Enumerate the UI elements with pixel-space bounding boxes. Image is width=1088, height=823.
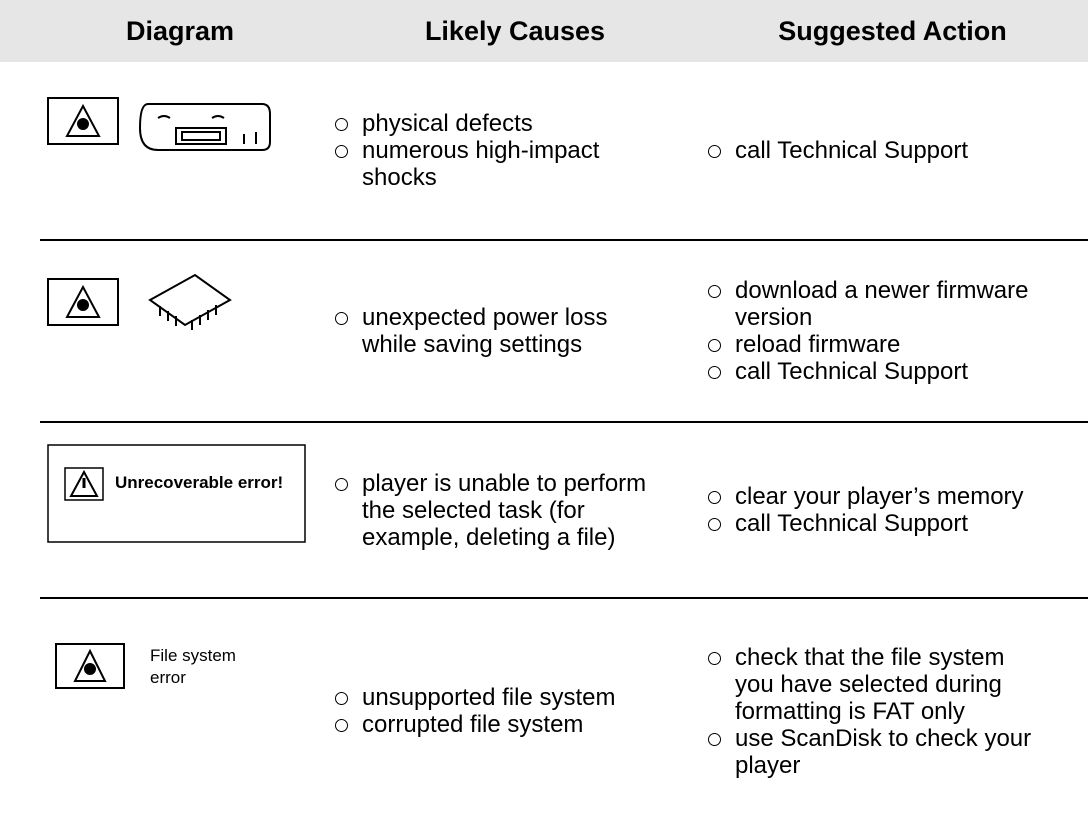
- causes-cell: unexpected power loss while saving setti…: [333, 241, 668, 421]
- action-item: clear your player’s memory: [706, 483, 1024, 510]
- error-screen: [47, 444, 306, 543]
- header-diagram: Diagram: [125, 16, 235, 46]
- actions-list: clear your player’s memory call Technical…: [706, 483, 1024, 537]
- action-item: use ScanDisk to check your player: [706, 725, 1036, 779]
- actions-list: call Technical Support: [706, 137, 968, 164]
- header-bar: [0, 0, 1088, 62]
- memory-chip: [148, 273, 232, 330]
- cause-item: numerous high-impact shocks: [333, 137, 608, 191]
- warning-icon: [47, 278, 119, 326]
- action-item: call Technical Support: [706, 137, 968, 164]
- actions-cell: check that the file system you have sele…: [706, 599, 1036, 823]
- action-item: check that the file system you have sele…: [706, 644, 1036, 725]
- actions-list: check that the file system you have sele…: [706, 644, 1036, 779]
- actions-cell: download a newer firmware version reload …: [706, 241, 1036, 421]
- cause-item: player is unable to perform the selected…: [333, 470, 668, 551]
- diagram-text: Unrecoverable error!: [115, 473, 284, 492]
- cause-item: corrupted file system: [333, 711, 615, 738]
- causes-cell: unsupported file system corrupted file sy…: [333, 599, 668, 823]
- causes-cell: physical defects numerous high-impact sho…: [333, 62, 608, 239]
- warning-icon: [55, 643, 125, 689]
- action-item: call Technical Support: [706, 358, 1036, 385]
- cause-item: physical defects: [333, 110, 608, 137]
- action-item: download a newer firmware version: [706, 277, 1036, 331]
- cause-item: unexpected power loss while saving setti…: [333, 304, 668, 358]
- actions-cell: clear your player’s memory call Technical…: [706, 423, 1036, 597]
- diagram-text: File system error: [150, 646, 236, 687]
- causes-cell: player is unable to perform the selected…: [333, 423, 668, 597]
- cause-item: unsupported file system: [333, 684, 615, 711]
- actions-cell: call Technical Support: [706, 62, 1036, 239]
- causes-list: unsupported file system corrupted file sy…: [333, 684, 615, 738]
- row-divider: [40, 597, 1088, 599]
- causes-list: unexpected power loss while saving setti…: [333, 304, 668, 358]
- actions-list: download a newer firmware version reload …: [706, 277, 1036, 385]
- row-divider: [40, 421, 1088, 423]
- causes-list: physical defects numerous high-impact sho…: [333, 110, 608, 191]
- causes-list: player is unable to perform the selected…: [333, 470, 668, 551]
- action-item: reload firmware: [706, 331, 1036, 358]
- row-divider: [40, 239, 1088, 241]
- warning-icon: [47, 97, 119, 145]
- header-causes: Likely Causes: [424, 16, 606, 46]
- player-device: [138, 103, 271, 151]
- header-actions: Suggested Action: [778, 16, 1007, 46]
- action-item: call Technical Support: [706, 510, 1024, 537]
